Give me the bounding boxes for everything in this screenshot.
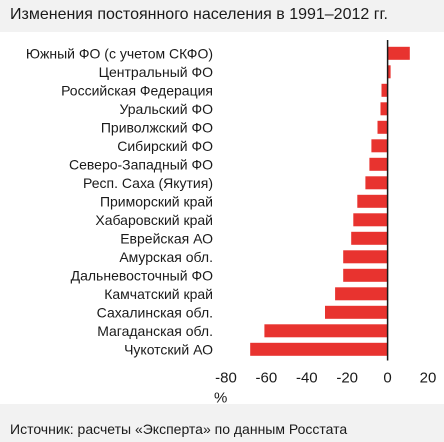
bar-2 xyxy=(387,65,391,79)
bar-13 xyxy=(343,268,388,282)
x-tick-label-5: 0 xyxy=(383,370,391,387)
category-label-1: Южный ФО (с учетом СКФО) xyxy=(26,45,213,61)
bar-11 xyxy=(351,231,388,245)
chart-title: Изменения постоянного населения в 1991–2… xyxy=(10,6,388,23)
bar-16 xyxy=(264,324,388,338)
x-tick-label-4: -20 xyxy=(336,370,358,387)
category-label-14: Камчатский край xyxy=(104,286,213,302)
category-label-11: Еврейская АО xyxy=(120,230,213,246)
bar-5 xyxy=(377,120,388,134)
category-label-12: Амурская обл. xyxy=(119,249,213,265)
bar-14 xyxy=(335,287,388,301)
x-tick-label-3: -40 xyxy=(296,370,318,387)
bar-12 xyxy=(343,250,388,264)
bar-6 xyxy=(371,139,388,153)
bar-17 xyxy=(250,342,388,356)
bar-15 xyxy=(325,305,388,319)
bar-9 xyxy=(357,194,388,208)
category-label-4: Уральский ФО xyxy=(120,101,214,117)
category-label-13: Дальневосточный ФО xyxy=(71,267,213,283)
x-tick-label-2: -60 xyxy=(256,370,278,387)
category-label-15: Сахалинская обл. xyxy=(97,304,213,320)
bar-3 xyxy=(381,83,388,97)
category-label-8: Респ. Саха (Якутия) xyxy=(83,175,213,191)
category-label-3: Российская Федерация xyxy=(61,82,213,98)
category-label-2: Центральный ФО xyxy=(99,64,213,80)
bar-4 xyxy=(380,102,388,116)
x-tick-label-1: -80 xyxy=(215,370,237,387)
category-label-6: Сибирский ФО xyxy=(117,138,213,154)
category-label-17: Чукотский АО xyxy=(124,341,213,357)
source-note: Источник: расчеты «Эксперта» по данным Р… xyxy=(10,421,348,437)
x-unit-label: % xyxy=(214,390,227,407)
bar-7 xyxy=(369,157,388,171)
category-label-7: Северо-Западный ФО xyxy=(69,156,213,172)
category-label-9: Приморский край xyxy=(100,193,213,209)
category-label-5: Приволжский ФО xyxy=(101,119,213,135)
bar-10 xyxy=(353,213,388,227)
x-tick-label-6: 20 xyxy=(420,370,437,387)
category-label-10: Хабаровский край xyxy=(95,212,213,228)
bar-1 xyxy=(387,46,410,60)
bar-8 xyxy=(365,176,388,190)
category-label-16: Магаданская обл. xyxy=(97,323,213,339)
